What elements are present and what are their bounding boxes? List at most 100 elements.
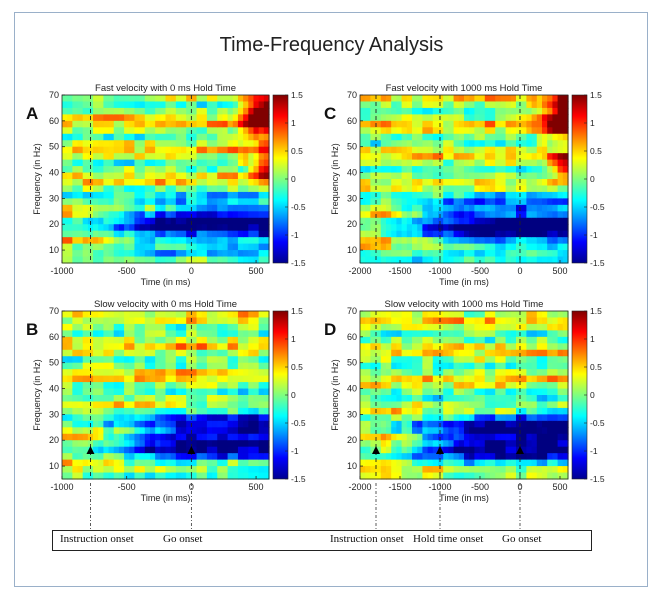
event-arrow bbox=[516, 446, 524, 454]
heatmap-cell bbox=[464, 375, 470, 383]
heatmap-cell bbox=[375, 349, 382, 357]
heatmap-cell bbox=[474, 166, 481, 174]
heatmap-cell bbox=[360, 388, 366, 396]
heatmap-cell bbox=[82, 204, 89, 212]
heatmap-cell bbox=[484, 323, 491, 331]
heatmap-cell bbox=[237, 127, 244, 135]
heatmap-cell bbox=[521, 407, 527, 415]
heatmap-cell bbox=[380, 198, 387, 206]
heatmap-cell bbox=[258, 211, 265, 219]
heatmap-cell bbox=[562, 243, 569, 251]
heatmap-cell bbox=[77, 217, 84, 225]
heatmap-cell bbox=[500, 336, 507, 344]
heatmap-cell bbox=[531, 243, 538, 251]
heatmap-cell bbox=[432, 420, 439, 428]
heatmap-cell bbox=[479, 133, 486, 141]
heatmap-cell bbox=[113, 427, 120, 435]
heatmap-cell bbox=[375, 133, 382, 141]
heatmap-cell bbox=[237, 420, 244, 428]
heatmap-cell bbox=[380, 256, 387, 264]
heatmap-cell bbox=[263, 388, 270, 396]
heatmap-cell bbox=[365, 427, 371, 435]
y-tick-label: 20 bbox=[347, 219, 357, 229]
heatmap-cell bbox=[562, 237, 569, 245]
heatmap-cell bbox=[365, 204, 371, 212]
heatmap-cell bbox=[391, 330, 397, 338]
heatmap-cell bbox=[206, 179, 213, 187]
heatmap-cell bbox=[360, 224, 366, 232]
heatmap-cell bbox=[562, 317, 569, 325]
heatmap-cell bbox=[490, 349, 496, 357]
heatmap-cell bbox=[144, 237, 151, 245]
heatmap-cell bbox=[547, 204, 553, 212]
heatmap-cell bbox=[67, 466, 73, 474]
heatmap-cell bbox=[212, 224, 218, 232]
heatmap-cell bbox=[474, 311, 481, 319]
heatmap-cell bbox=[464, 317, 470, 325]
heatmap-cell bbox=[427, 349, 434, 357]
heatmap-cell bbox=[243, 362, 249, 370]
heatmap-cell bbox=[82, 382, 89, 390]
heatmap-cell bbox=[139, 243, 146, 251]
heatmap-cell bbox=[237, 172, 244, 180]
heatmap-cell bbox=[186, 330, 192, 338]
heatmap-cell bbox=[464, 179, 470, 187]
heatmap-cell bbox=[370, 127, 377, 135]
heatmap-cell bbox=[438, 95, 444, 103]
heatmap-cell bbox=[552, 185, 559, 193]
heatmap-cell bbox=[536, 185, 543, 193]
heatmap-cell bbox=[406, 453, 413, 461]
heatmap-cell bbox=[186, 336, 192, 344]
heatmap-cell bbox=[443, 401, 449, 409]
heatmap-cell bbox=[144, 133, 151, 141]
heatmap-cell bbox=[108, 414, 115, 422]
heatmap-cell bbox=[134, 120, 141, 128]
heatmap-cell bbox=[510, 127, 517, 135]
heatmap-cell bbox=[438, 114, 444, 122]
heatmap-cell bbox=[464, 330, 470, 338]
heatmap-cell bbox=[186, 362, 192, 370]
heatmap-cell bbox=[479, 440, 486, 448]
heatmap-cell bbox=[124, 95, 130, 103]
heatmap-cell bbox=[360, 356, 366, 364]
heatmap-cell bbox=[118, 191, 125, 199]
heatmap-cell bbox=[124, 375, 130, 383]
heatmap-cell bbox=[217, 217, 224, 225]
heatmap-cell bbox=[380, 107, 387, 115]
heatmap-cell bbox=[227, 179, 234, 187]
heatmap-cell bbox=[108, 120, 115, 128]
heatmap-cell bbox=[212, 317, 218, 325]
heatmap-cell bbox=[227, 243, 234, 251]
heatmap-cell bbox=[474, 459, 481, 467]
heatmap-cell bbox=[206, 114, 213, 122]
heatmap-cell bbox=[253, 369, 260, 377]
heatmap-cell bbox=[557, 440, 564, 448]
heatmap-cell bbox=[370, 159, 377, 167]
heatmap-cell bbox=[417, 459, 423, 467]
heatmap-cell bbox=[103, 224, 110, 232]
heatmap-cell bbox=[165, 224, 172, 232]
event-arrow bbox=[436, 446, 444, 454]
heatmap-cell bbox=[542, 217, 548, 225]
heatmap-cell bbox=[458, 224, 465, 232]
heatmap-cell bbox=[401, 420, 408, 428]
heatmap-cell bbox=[526, 382, 533, 390]
heatmap-cell bbox=[375, 250, 382, 258]
heatmap-cell bbox=[149, 395, 156, 403]
heatmap-cell bbox=[263, 250, 270, 258]
heatmap-cell bbox=[237, 317, 244, 325]
heatmap-cell bbox=[217, 224, 224, 232]
heatmap-cell bbox=[77, 453, 84, 461]
heatmap-cell bbox=[479, 466, 486, 474]
heatmap-cell bbox=[505, 420, 512, 428]
panel-title-C: Fast velocity with 1000 ms Hold Time bbox=[386, 83, 543, 94]
heatmap-cell bbox=[103, 172, 110, 180]
heatmap-cell bbox=[458, 427, 465, 435]
heatmap-cell bbox=[175, 375, 182, 383]
heatmap-cell bbox=[474, 217, 481, 225]
heatmap-cell bbox=[427, 311, 434, 319]
heatmap-cell bbox=[427, 191, 434, 199]
heatmap-cell bbox=[412, 224, 418, 232]
heatmap-cell bbox=[360, 120, 366, 128]
